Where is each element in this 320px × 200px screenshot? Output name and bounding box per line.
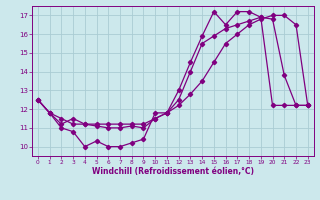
X-axis label: Windchill (Refroidissement éolien,°C): Windchill (Refroidissement éolien,°C) (92, 167, 254, 176)
